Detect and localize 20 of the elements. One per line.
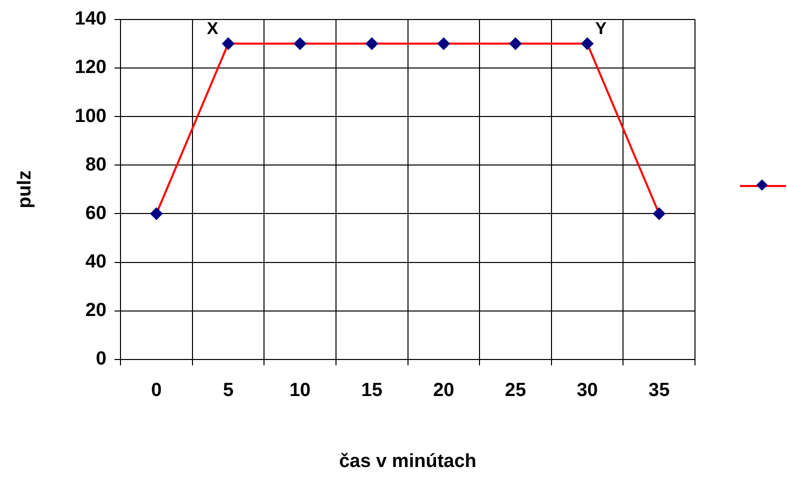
y-tick-label: 140 xyxy=(74,8,106,30)
y-tick-label: 60 xyxy=(85,202,106,224)
annotation: X xyxy=(206,18,219,38)
x-tick-label: 0 xyxy=(151,380,162,402)
x-tick-label: 15 xyxy=(361,380,383,402)
y-tick-label: 0 xyxy=(96,348,106,370)
x-tick-label: 30 xyxy=(576,380,598,402)
y-tick-label: 80 xyxy=(85,154,106,176)
y-tick-label: 120 xyxy=(74,57,106,78)
x-tick-label: 25 xyxy=(504,380,526,402)
y-tick-label: 20 xyxy=(85,300,106,322)
x-tick-label: 5 xyxy=(222,380,234,402)
x-axis-title: čas v minútach xyxy=(339,450,476,472)
y-tick-label: 40 xyxy=(85,251,106,272)
x-tick-label: 10 xyxy=(289,380,311,402)
x-tick-label: 35 xyxy=(648,380,670,402)
y-axis-title: pulz xyxy=(14,170,36,208)
y-tick-label: 100 xyxy=(74,106,106,127)
annotation: Y xyxy=(595,18,608,38)
x-tick-label: 20 xyxy=(433,380,454,402)
